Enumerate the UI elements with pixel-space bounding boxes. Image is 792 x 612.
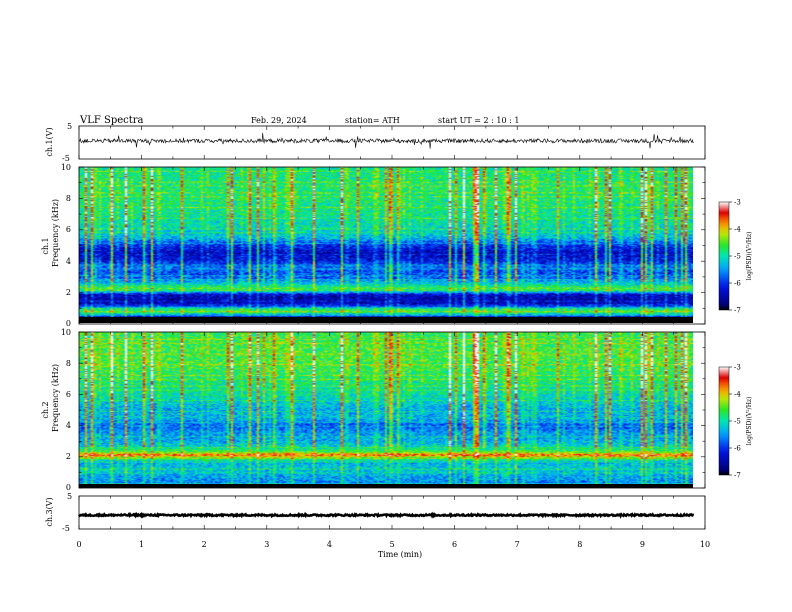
date-label: Feb. 29, 2024 (251, 116, 307, 125)
ch1-ytick-top: 5 (67, 122, 72, 131)
x-tick-label: 10 (700, 540, 710, 549)
figure-title: VLF Spectra (79, 115, 144, 126)
ch1-ylabel: ch.1(V) (45, 127, 54, 156)
ch2-spectrogram-panel: 0 2 4 6 8 10 ch.2 Frequency (kHz) (41, 328, 706, 492)
ch3-ylabel: ch.3(V) (45, 497, 54, 526)
ch3-waveform-trace (78, 511, 695, 519)
x-tick-label: 9 (640, 540, 645, 549)
ch3-ytick-top: 5 (67, 492, 72, 501)
ch1-waveform-trace (78, 132, 694, 149)
ch1-ytick-0: 0 (66, 319, 71, 328)
ch2-colorbar-tick-label: -5 (734, 418, 741, 426)
ch2-ytick-0: 0 (66, 483, 71, 492)
ch1-colorbar-tick-label: -5 (734, 253, 741, 261)
ch3-ytick-bottom: -5 (62, 524, 70, 533)
ch1-spectrogram-image (79, 167, 693, 323)
ch1-colorbar: -3 -4 -5 -6 -7 log(PSD)(V²/Hz) (718, 199, 753, 315)
station-label: station= ATH (345, 116, 400, 125)
x-axis-label: Time (min) (378, 550, 422, 559)
x-tick-label: 8 (577, 540, 582, 549)
ch2-ytick-4: 4 (66, 421, 71, 430)
x-tick-label: 4 (327, 540, 332, 549)
ch1-spec-ylabel-channel: ch.1 (41, 237, 50, 254)
start-ut-label: start UT = 2 : 10 : 1 (438, 116, 519, 125)
ch1-ytick-10: 10 (61, 163, 71, 172)
ch1-colorbar-tick-label: -4 (734, 226, 741, 234)
ch2-spectrogram-image (79, 332, 693, 488)
ch2-ytick-2: 2 (66, 452, 71, 461)
ch1-spec-ylabel-freq: Frequency (kHz) (51, 199, 60, 267)
ch2-spec-ylabel-freq: Frequency (kHz) (51, 364, 60, 432)
ch1-ytick-6: 6 (66, 225, 71, 234)
x-tick-label: 3 (264, 540, 269, 549)
x-tick-label: 7 (515, 540, 520, 549)
x-tick-label: 2 (202, 540, 207, 549)
ch2-ytick-6: 6 (66, 390, 71, 399)
ch1-ytick-8: 8 (66, 194, 71, 203)
ch3-waveform-panel: 5 -5 ch.3(V) (45, 492, 706, 533)
ch1-ytick-4: 4 (66, 257, 71, 266)
x-tick-label: 5 (389, 540, 394, 549)
ch1-colorbar-label: log(PSD)(V²/Hz) (746, 232, 753, 281)
ch2-colorbar-tick-label: -3 (734, 364, 741, 372)
x-tick-label: 1 (139, 540, 144, 549)
ch2-ytick-10: 10 (61, 328, 71, 337)
x-axis-tick-labels: 0 1 2 3 4 5 6 7 8 9 10 (76, 540, 710, 549)
ch1-spectrogram-panel: 0 2 4 6 8 10 ch.1 Frequency (kHz) (41, 163, 706, 328)
ch2-colorbar-tick-label: -6 (734, 445, 741, 453)
ch1-colorbar-tick-label: -3 (734, 199, 741, 207)
ch2-ytick-8: 8 (66, 359, 71, 368)
ch1-waveform-panel: 5 -5 ch.1(V) (45, 122, 706, 163)
ch1-ytick-bottom: -5 (62, 154, 70, 163)
ch2-colorbar: -3 -4 -5 -6 -7 log(PSD)(V²/Hz) (718, 364, 753, 480)
ch2-colorbar-tick-label: -7 (734, 472, 741, 480)
ch1-ytick-2: 2 (66, 288, 71, 297)
ch2-colorbar-label: log(PSD)(V²/Hz) (746, 397, 753, 446)
ch1-colorbar-tick-label: -7 (734, 307, 741, 315)
x-tick-label: 0 (76, 540, 81, 549)
ch2-spec-ylabel-channel: ch.2 (41, 401, 50, 418)
ch2-colorbar-tick-label: -4 (734, 391, 741, 399)
x-tick-label: 6 (452, 540, 457, 549)
ch1-colorbar-tick-label: -6 (734, 280, 741, 288)
